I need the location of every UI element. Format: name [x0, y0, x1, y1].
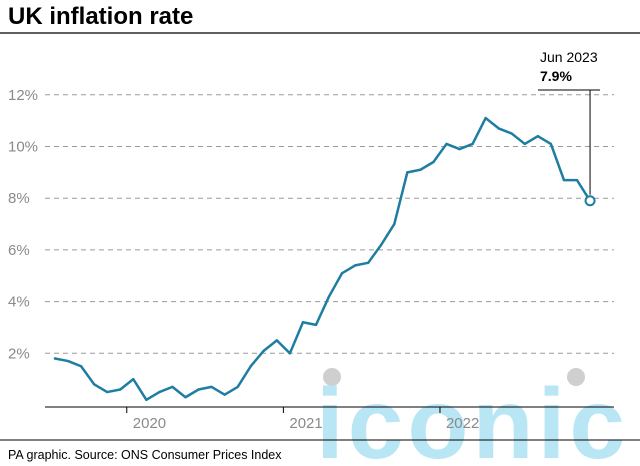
data-point — [562, 178, 566, 182]
data-point — [353, 264, 357, 267]
x-tick-label: 2020 — [133, 415, 166, 432]
data-point — [79, 365, 83, 368]
data-point — [432, 160, 435, 164]
grid-lines — [45, 94, 614, 354]
data-point — [314, 323, 318, 327]
data-point — [484, 116, 487, 120]
data-point — [510, 132, 513, 135]
watermark: iconic — [316, 368, 629, 466]
y-tick-label: 2% — [8, 345, 30, 362]
data-points — [53, 116, 592, 402]
data-point — [249, 365, 252, 368]
data-point — [393, 222, 396, 226]
watermark-text: iconic — [316, 368, 629, 466]
data-point — [184, 396, 187, 399]
data-point — [327, 295, 331, 298]
data-point — [197, 388, 200, 391]
series-line — [53, 116, 592, 402]
data-point — [210, 385, 213, 389]
data-point — [471, 142, 474, 146]
data-point — [536, 134, 540, 138]
latest-value-marker — [584, 195, 596, 207]
data-point — [119, 388, 122, 391]
x-axis-ticks: 2020 2021 2022 — [126, 407, 479, 432]
watermark-dot-left — [323, 368, 341, 386]
source-note: PA graphic. Source: ONS Consumer Prices … — [8, 448, 282, 462]
data-point — [419, 168, 422, 171]
data-point — [171, 385, 174, 389]
data-point — [301, 321, 305, 324]
data-point — [406, 171, 409, 174]
data-point — [275, 339, 279, 342]
annotation-value-label: 7.9% — [540, 68, 572, 84]
annotation-month-label: Jun 2023 — [540, 49, 598, 65]
data-point — [340, 271, 344, 275]
data-point — [158, 390, 161, 394]
y-tick-label: 8% — [8, 190, 30, 207]
data-point — [145, 398, 148, 402]
data-point — [380, 243, 383, 246]
data-point — [575, 178, 579, 182]
data-point — [92, 383, 96, 386]
data-point — [497, 127, 500, 130]
y-axis-tick-labels: 2% 4% 6% 8% 10% 12% — [8, 87, 38, 362]
x-tick-label: 2021 — [289, 415, 322, 432]
data-point — [66, 359, 70, 363]
data-point — [132, 377, 135, 381]
y-tick-label: 12% — [8, 87, 38, 104]
data-point — [523, 142, 526, 146]
data-point — [445, 142, 448, 146]
data-point — [549, 142, 553, 146]
y-tick-label: 10% — [8, 139, 38, 156]
data-point — [223, 393, 226, 396]
data-point — [458, 147, 461, 151]
y-tick-label: 6% — [8, 242, 30, 259]
data-point — [236, 385, 239, 389]
y-tick-label: 4% — [8, 294, 30, 311]
data-point — [106, 390, 109, 394]
data-point — [53, 357, 57, 360]
watermark-dot-right — [567, 368, 585, 386]
chart-title: UK inflation rate — [8, 3, 193, 30]
data-point — [367, 261, 370, 265]
x-tick-label: 2022 — [446, 415, 479, 432]
annotation: Jun 2023 7.9% — [538, 49, 600, 195]
data-point — [288, 352, 292, 355]
data-point — [262, 349, 265, 352]
